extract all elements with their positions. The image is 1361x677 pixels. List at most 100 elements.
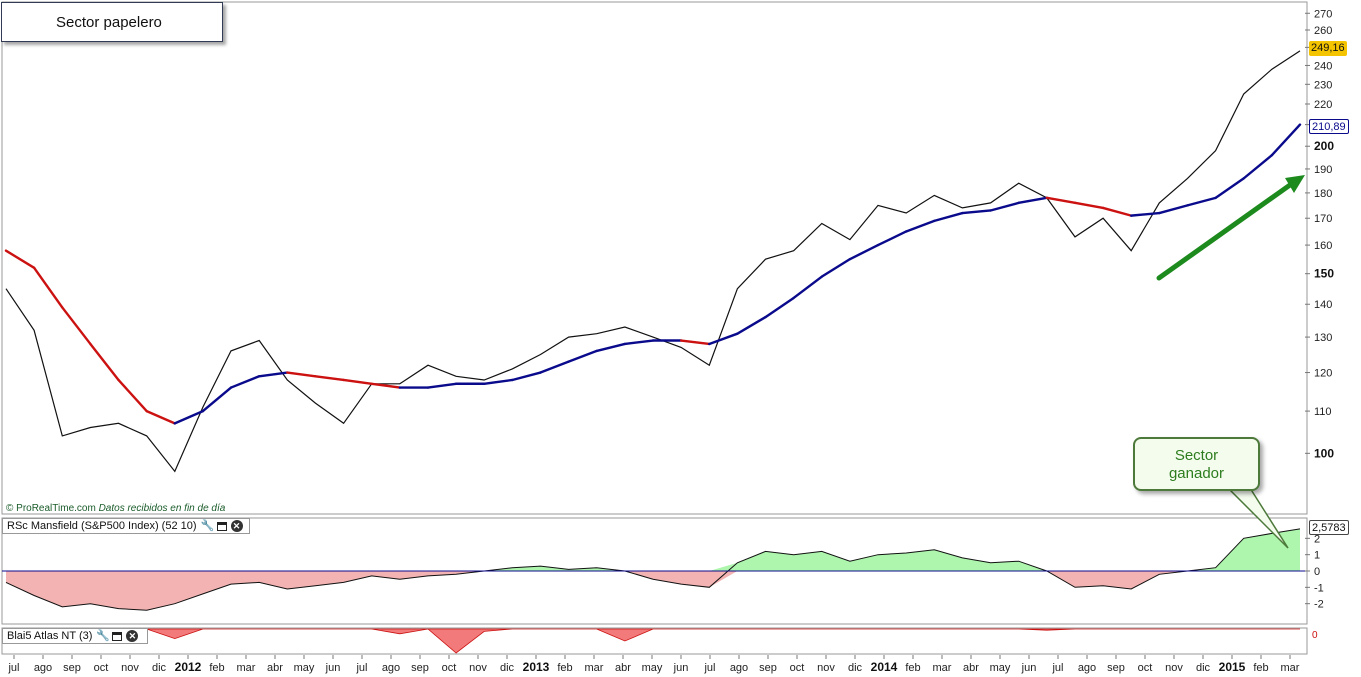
moving-average-segment	[1101, 206, 1133, 217]
moving-average-segment	[961, 209, 992, 215]
x-tick-label: mar	[237, 662, 256, 674]
moving-average-segment	[539, 360, 570, 374]
rsc-indicator-title: RSc Mansfield (S&P500 Index) (52 10)	[7, 520, 197, 532]
x-tick-label: 2012	[175, 660, 202, 674]
blai5-plot	[6, 628, 1300, 654]
x-tick-label: oct	[790, 662, 805, 674]
trend-arrow	[1156, 175, 1305, 281]
x-tick-label: may	[990, 662, 1011, 674]
price-tick-label: 150	[1314, 267, 1334, 281]
x-tick-label: sep	[63, 662, 81, 674]
moving-average-segment	[904, 219, 936, 233]
price-tick-label: 240	[1314, 60, 1332, 72]
moving-average-segment	[314, 375, 345, 382]
moving-average-segment	[89, 342, 120, 382]
moving-average-segment	[370, 382, 402, 389]
moving-average-segment	[595, 342, 627, 353]
rsc-tick-label: -1	[1314, 582, 1324, 594]
x-tick-label: jun	[1021, 662, 1037, 674]
x-tick-label: jul	[703, 662, 715, 674]
moving-average-segment	[679, 339, 711, 346]
moving-average-segment	[4, 249, 36, 270]
close-icon[interactable]: ✕	[230, 520, 243, 532]
x-tick-label: nov	[469, 662, 487, 674]
rsc-y-axis: -2 -1 0 1 2	[1305, 533, 1324, 611]
moving-average-segment	[1270, 123, 1302, 157]
window-icon[interactable]	[216, 521, 227, 531]
price-tick-label: 260	[1314, 25, 1332, 37]
price-tick-label: 200	[1314, 139, 1334, 153]
blai5-panel-header: Blai5 Atlas NT (3) 🔧 ✕	[2, 628, 148, 644]
rsc-tick-label: 1	[1314, 550, 1320, 562]
x-tick-label: nov	[817, 662, 835, 674]
x-tick-label: oct	[1138, 662, 1153, 674]
wrench-icon[interactable]: 🔧	[200, 520, 215, 532]
moving-average-segment	[623, 339, 655, 346]
price-tick-label: 110	[1314, 406, 1332, 418]
x-tick-label: jul	[355, 662, 367, 674]
moving-average-segment	[1214, 177, 1245, 200]
x-tick-label: dic	[152, 662, 167, 674]
x-tick-label: jun	[673, 662, 689, 674]
moving-average-segment	[286, 371, 317, 378]
moving-average-segment	[876, 230, 908, 247]
x-axis: jul ago sep oct nov dic 2012 feb mar abr may jun jul…	[7, 655, 1300, 674]
x-tick-label: oct	[94, 662, 109, 674]
x-tick-label: 2014	[871, 660, 898, 674]
rsc-tick-label: 2	[1314, 533, 1320, 545]
close-icon[interactable]: ✕	[126, 630, 139, 642]
last-price-tag: 249,16	[1309, 41, 1347, 56]
moving-average-segment	[117, 378, 148, 413]
moving-average-segment	[201, 386, 233, 413]
price-tick-label: 230	[1314, 79, 1332, 91]
price-tick-label: 120	[1314, 368, 1332, 380]
chart-title: Sector papelero	[1, 2, 223, 42]
moving-average-segment	[342, 378, 373, 385]
copyright-data-note: Datos recibidos en fin de día	[98, 503, 226, 514]
price-tick-label: 140	[1314, 299, 1332, 311]
x-tick-label: may	[642, 662, 663, 674]
x-tick-label: abr	[267, 662, 283, 674]
callout-line-1: Sector	[1174, 447, 1219, 464]
moving-average-segment	[1242, 153, 1274, 180]
price-tick-label: 220	[1314, 99, 1332, 111]
wrench-icon[interactable]: 🔧	[96, 630, 111, 642]
x-tick-label: nov	[1165, 662, 1183, 674]
x-tick-label: dic	[1196, 662, 1211, 674]
price-panel	[1, 1, 1308, 515]
moving-average-segment	[61, 306, 92, 346]
blai5-indicator-title: Blai5 Atlas NT (3)	[7, 630, 93, 642]
rsc-plot	[2, 528, 1305, 611]
x-tick-label: jul	[1051, 662, 1063, 674]
x-tick-label: abr	[963, 662, 979, 674]
x-tick-label: sep	[411, 662, 429, 674]
x-tick-label: sep	[759, 662, 777, 674]
x-tick-label: sep	[1107, 662, 1125, 674]
x-tick-label: jun	[325, 662, 341, 674]
x-tick-label: mar	[1281, 662, 1300, 674]
x-tick-label: ago	[34, 662, 52, 674]
x-tick-label: abr	[615, 662, 631, 674]
moving-average-segment	[1130, 211, 1161, 217]
moving-average-segment	[173, 409, 205, 425]
moving-average-segment	[792, 275, 823, 300]
price-tick-label: 190	[1314, 164, 1332, 176]
price-y-axis: 1001101201301401501601701801902002102202…	[1305, 8, 1334, 460]
moving-average-segment	[511, 371, 542, 382]
x-tick-label: mar	[933, 662, 952, 674]
moving-average-segment	[483, 378, 514, 385]
moving-average-segment	[820, 257, 852, 278]
blai5-area	[6, 628, 1300, 654]
rsc-tick-label: -2	[1314, 599, 1324, 611]
price-plot	[4, 50, 1302, 473]
price-tick-label: 270	[1314, 8, 1332, 20]
x-tick-label: feb	[905, 662, 920, 674]
price-tick-label: 130	[1314, 332, 1332, 344]
moving-average-segment	[848, 243, 880, 261]
window-icon[interactable]	[112, 631, 123, 641]
callout-line-2: ganador	[1168, 465, 1225, 482]
moving-average-segment	[32, 266, 64, 309]
x-tick-label: nov	[121, 662, 139, 674]
moving-average-segment	[426, 382, 458, 389]
